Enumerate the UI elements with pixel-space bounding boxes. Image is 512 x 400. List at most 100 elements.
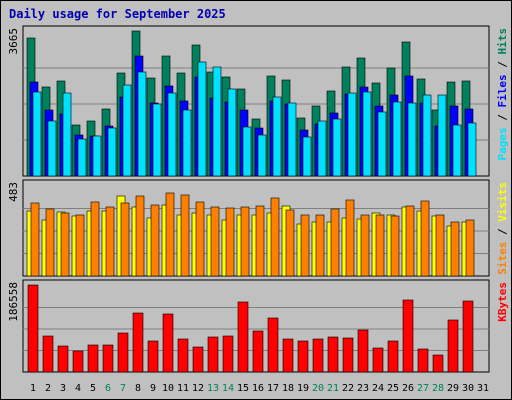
bar-sites-day-26 <box>405 205 415 277</box>
day-label-20: 20 <box>312 383 324 394</box>
day-label-13: 13 <box>207 383 219 394</box>
bar-pages-day-19 <box>302 136 312 177</box>
day-label-6: 6 <box>105 383 111 394</box>
ytick-label-kbytes: 186558 <box>7 282 20 322</box>
bar-sites-day-15 <box>240 206 250 277</box>
bar-kbytes-day-25 <box>387 340 399 373</box>
day-label-15: 15 <box>237 383 249 394</box>
bar-sites-day-14 <box>225 207 235 277</box>
bar-kbytes-day-16 <box>252 330 264 373</box>
bar-pages-day-26 <box>407 102 417 177</box>
bar-pages-day-13 <box>212 66 222 177</box>
bar-pages-day-2 <box>47 120 57 177</box>
bar-sites-day-5 <box>90 201 100 277</box>
day-label-16: 16 <box>252 383 264 394</box>
day-label-9: 9 <box>150 383 156 394</box>
day-label-23: 23 <box>357 383 369 394</box>
bar-sites-day-20 <box>315 214 325 277</box>
bar-sites-day-25 <box>390 215 400 277</box>
bar-kbytes-day-23 <box>357 329 369 373</box>
bar-kbytes-day-24 <box>372 347 384 373</box>
day-label-2: 2 <box>45 383 51 394</box>
bar-kbytes-day-8 <box>132 312 144 373</box>
bar-kbytes-day-3 <box>57 345 69 373</box>
bar-kbytes-day-14 <box>222 335 234 373</box>
bar-sites-day-19 <box>300 214 310 277</box>
bar-kbytes-day-22 <box>342 337 354 373</box>
legend-hits_files_pages: Pages / Files / Hits <box>496 28 509 161</box>
day-label-11: 11 <box>177 383 189 394</box>
bar-kbytes-day-20 <box>312 338 324 373</box>
bar-kbytes-day-4 <box>72 350 84 373</box>
bar-pages-day-7 <box>122 84 132 177</box>
legend-separator: / <box>496 55 509 75</box>
ytick-label-visits_sites: 483 <box>7 182 20 202</box>
day-label-24: 24 <box>372 383 384 394</box>
day-label-30: 30 <box>462 383 474 394</box>
bar-sites-day-13 <box>210 206 220 277</box>
legend-separator: / <box>496 108 509 128</box>
bar-sites-day-12 <box>195 201 205 277</box>
bar-pages-day-22 <box>347 92 357 177</box>
day-label-7: 7 <box>120 383 126 394</box>
bar-sites-day-17 <box>270 197 280 277</box>
bar-sites-day-16 <box>255 205 265 277</box>
bar-kbytes-day-28 <box>432 354 444 373</box>
bar-kbytes-day-29 <box>447 319 459 373</box>
bar-sites-day-1 <box>30 202 40 277</box>
bar-sites-day-2 <box>45 208 55 277</box>
bar-pages-day-21 <box>332 118 342 177</box>
day-label-4: 4 <box>75 383 81 394</box>
day-label-22: 22 <box>342 383 354 394</box>
bar-sites-day-4 <box>75 214 85 277</box>
day-label-31: 31 <box>477 383 489 394</box>
bar-sites-day-28 <box>435 214 445 277</box>
legend-item-visits: Visits <box>496 182 509 222</box>
legend-item-kbytes: KBytes <box>496 282 509 322</box>
legend-item-sites: Sites <box>496 242 509 275</box>
bar-pages-day-6 <box>107 127 117 177</box>
bar-kbytes-day-30 <box>462 300 474 373</box>
bar-pages-day-17 <box>272 96 282 177</box>
bar-sites-day-9 <box>150 204 160 277</box>
bar-kbytes-day-7 <box>117 332 129 373</box>
bar-kbytes-day-2 <box>42 335 54 373</box>
day-label-18: 18 <box>282 383 294 394</box>
bar-sites-day-10 <box>165 192 175 277</box>
bar-kbytes-day-11 <box>177 338 189 373</box>
bar-sites-day-27 <box>420 200 430 277</box>
bar-pages-day-23 <box>362 91 372 177</box>
day-label-12: 12 <box>192 383 204 394</box>
bar-sites-day-6 <box>105 206 115 277</box>
bar-sites-day-24 <box>375 214 385 277</box>
bar-pages-day-9 <box>152 103 162 177</box>
bar-pages-day-18 <box>287 102 297 177</box>
bar-pages-day-29 <box>452 124 462 177</box>
bar-kbytes-day-26 <box>402 299 414 373</box>
legend-item-hits: Hits <box>496 28 509 55</box>
bar-pages-day-14 <box>227 88 237 177</box>
bar-sites-day-29 <box>450 221 460 277</box>
bar-pages-day-25 <box>392 101 402 177</box>
day-label-17: 17 <box>267 383 279 394</box>
bar-kbytes-day-6 <box>102 344 114 373</box>
day-label-10: 10 <box>162 383 174 394</box>
bar-pages-day-20 <box>317 120 327 177</box>
day-label-3: 3 <box>60 383 66 394</box>
bar-sites-day-11 <box>180 194 190 277</box>
legend-kbytes: KBytes <box>496 282 509 322</box>
legend-visits_sites: Sites / Visits <box>496 182 509 275</box>
bar-kbytes-day-21 <box>327 336 339 373</box>
bar-kbytes-day-15 <box>237 301 249 373</box>
ytick-label-hits_files_pages: 3665 <box>7 28 20 55</box>
bar-sites-day-8 <box>135 195 145 277</box>
bar-pages-day-11 <box>182 109 192 177</box>
day-label-25: 25 <box>387 383 399 394</box>
bar-kbytes-day-10 <box>162 313 174 373</box>
bar-sites-day-3 <box>60 212 70 277</box>
bar-kbytes-day-13 <box>207 336 219 373</box>
day-label-19: 19 <box>297 383 309 394</box>
bar-kbytes-day-12 <box>192 346 204 373</box>
day-label-14: 14 <box>222 383 234 394</box>
day-label-1: 1 <box>30 383 36 394</box>
